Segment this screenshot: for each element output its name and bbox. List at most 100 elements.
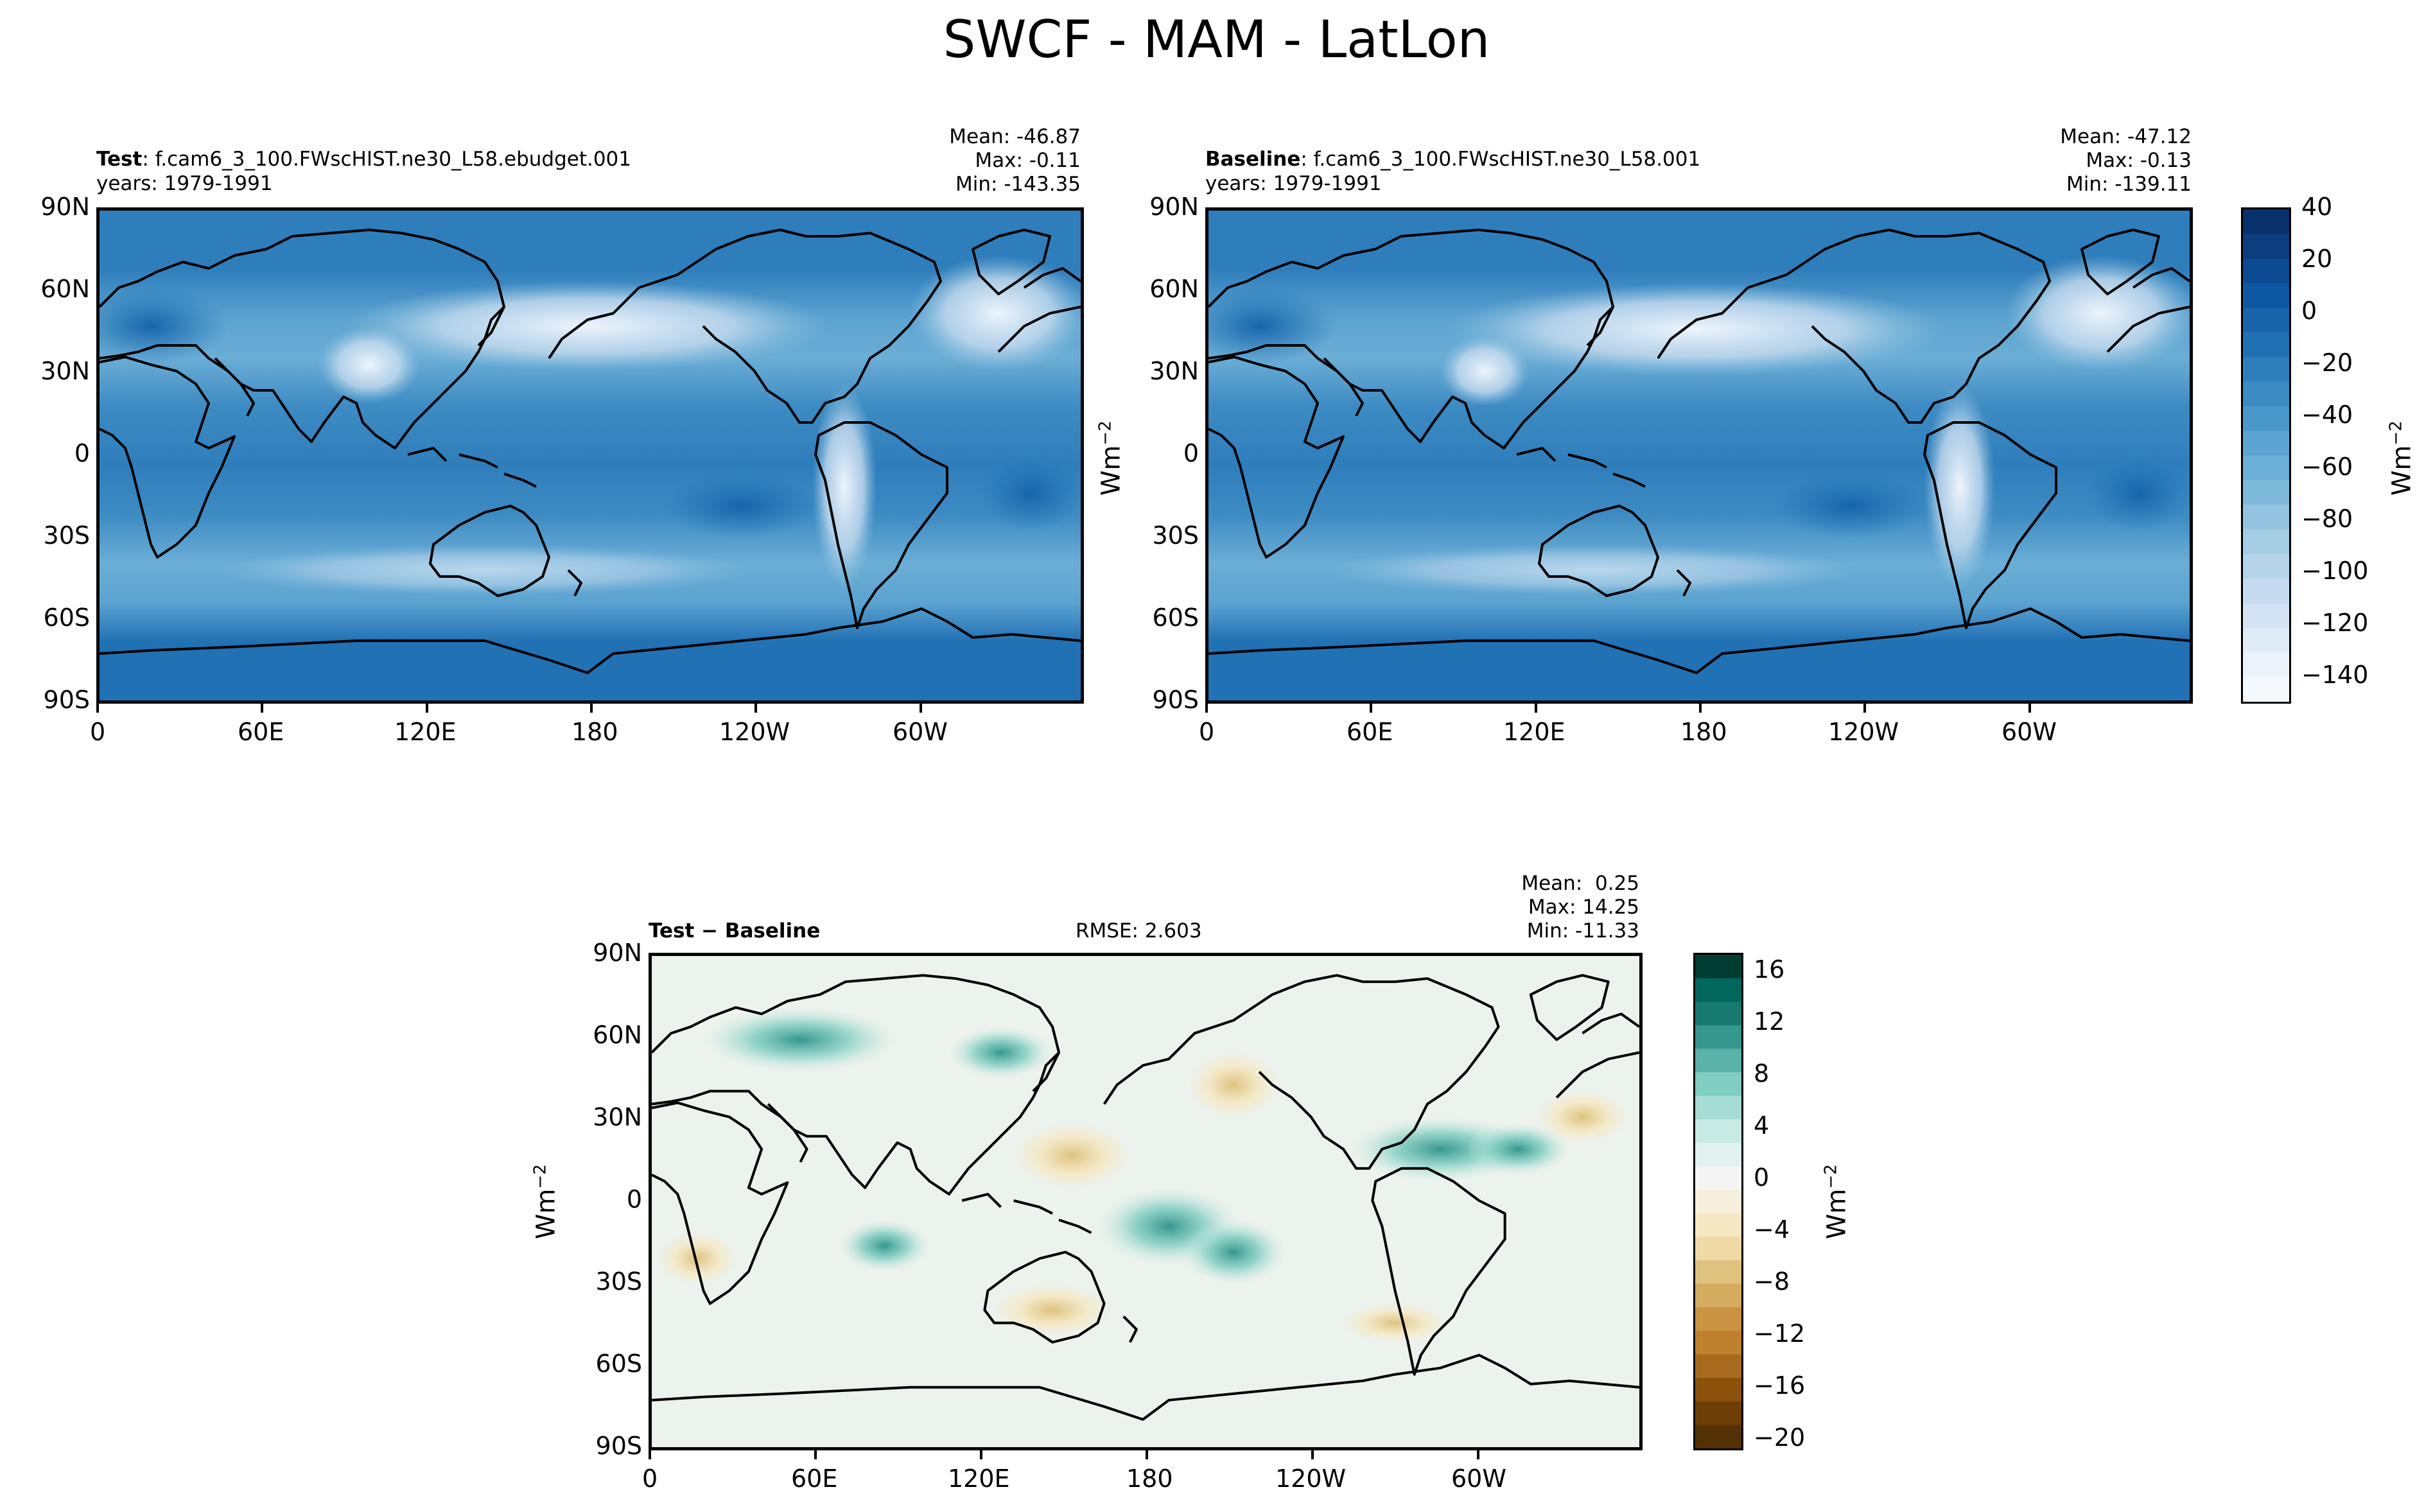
lon-tick-120w: 120W bbox=[1828, 718, 1899, 746]
main-colorbar bbox=[2241, 207, 2291, 704]
lat-tick-30n: 30N bbox=[1149, 357, 1199, 385]
diff-colorbar-swatch bbox=[1695, 1330, 1741, 1355]
diff-colorbar-swatch bbox=[1695, 1260, 1741, 1285]
main-cbar-label-m80: −80 bbox=[2301, 505, 2353, 533]
lat-tick-90n: 90N bbox=[1149, 193, 1199, 221]
diff-colorbar-swatch bbox=[1695, 1072, 1741, 1097]
diff-lat-axis: 90N 60N 30N 0 30S 60S 90S bbox=[591, 939, 642, 1465]
baseline-panel-stats: Mean: -47.12 Max: -0.13 Min: -139.11 bbox=[1933, 125, 2192, 196]
diff-cbar-label-m4: −4 bbox=[1754, 1215, 1790, 1244]
test-panel-name: Test bbox=[96, 148, 143, 171]
baseline-panel-header: Baseline: f.cam6_3_100.FWscHIST.ne30_L58… bbox=[1205, 148, 1700, 171]
lat-tick-60s: 60S bbox=[595, 1350, 642, 1378]
lon-tick-60w: 60W bbox=[1451, 1464, 1506, 1493]
main-colorbar-swatch bbox=[2243, 677, 2289, 702]
diff-cbar-label-16: 16 bbox=[1754, 955, 1785, 984]
lon-tick-60w: 60W bbox=[893, 718, 948, 746]
main-colorbar-swatch bbox=[2243, 258, 2289, 284]
test-map-field bbox=[100, 211, 1081, 700]
lon-tick-60e: 60E bbox=[1347, 718, 1393, 746]
main-colorbar-swatch bbox=[2243, 455, 2289, 481]
baseline-panel-name: Baseline bbox=[1205, 148, 1301, 171]
diff-cbar-label-8: 8 bbox=[1754, 1059, 1770, 1088]
lat-tick-30n: 30N bbox=[40, 357, 90, 385]
lat-tick-60s: 60S bbox=[43, 604, 90, 632]
test-lat-axis: 90N 60N 30N 0 30S 60S 90S bbox=[39, 193, 90, 719]
lat-tick-90s: 90S bbox=[595, 1432, 642, 1460]
lon-tick-120e: 120E bbox=[948, 1464, 1010, 1493]
diff-colorbar-swatch bbox=[1695, 1213, 1741, 1238]
baseline-map-field bbox=[1208, 211, 2190, 700]
baseline-panel-case: : f.cam6_3_100.FWscHIST.ne30_L58.001 bbox=[1300, 148, 1701, 171]
lon-tick-60w: 60W bbox=[2001, 718, 2057, 746]
main-colorbar-swatch bbox=[2243, 578, 2289, 604]
lat-tick-0: 0 bbox=[74, 439, 90, 467]
diff-cbar-label-m12: −12 bbox=[1754, 1319, 1806, 1348]
main-colorbar-swatches bbox=[2243, 209, 2289, 702]
diff-max: Max: 14.25 bbox=[1528, 896, 1639, 919]
diff-cbar-label-4: 4 bbox=[1754, 1111, 1770, 1140]
main-colorbar-swatch bbox=[2243, 406, 2289, 431]
lon-tick-180: 180 bbox=[1126, 1464, 1173, 1493]
lon-tick-120w: 120W bbox=[1275, 1464, 1347, 1493]
main-colorbar-swatch bbox=[2243, 627, 2289, 653]
diff-colorbar-swatches bbox=[1695, 955, 1741, 1448]
test-panel-years: years: 1979-1991 bbox=[96, 172, 273, 195]
main-colorbar-swatch bbox=[2243, 553, 2289, 579]
diff-colorbar-swatch bbox=[1695, 1095, 1741, 1120]
main-colorbar-swatch bbox=[2243, 603, 2289, 629]
main-colorbar-swatch bbox=[2243, 480, 2289, 505]
lat-tick-0: 0 bbox=[1183, 439, 1199, 467]
main-cbar-label-m140: −140 bbox=[2301, 661, 2369, 689]
test-min: Min: -143.35 bbox=[955, 173, 1081, 196]
baseline-lat-axis: 90N 60N 30N 0 30S 60S 90S bbox=[1147, 193, 1199, 719]
diff-panel-stats: Mean: 0.25 Max: 14.25 Min: -11.33 bbox=[1381, 872, 1639, 943]
test-panel-stats: Mean: -46.87 Max: -0.11 Min: -143.35 bbox=[822, 125, 1081, 196]
diff-mean: Mean: 0.25 bbox=[1521, 872, 1639, 895]
diff-colorbar-units: Wm−2 bbox=[1821, 1164, 1852, 1240]
diff-cbar-label-0: 0 bbox=[1754, 1163, 1770, 1192]
diff-colorbar-swatch bbox=[1695, 955, 1741, 979]
main-colorbar-swatch bbox=[2243, 652, 2289, 678]
diff-map-field bbox=[652, 956, 1639, 1447]
lat-tick-0: 0 bbox=[626, 1185, 642, 1213]
diff-panel-header: Test − Baseline bbox=[649, 919, 820, 943]
main-colorbar-swatch bbox=[2243, 381, 2289, 407]
baseline-panel-years: years: 1979-1991 bbox=[1205, 172, 1382, 195]
diff-colorbar-swatch bbox=[1695, 1119, 1741, 1143]
baseline-map bbox=[1205, 207, 2193, 704]
lat-tick-30s: 30S bbox=[43, 521, 90, 550]
test-units-label: Wm−2 bbox=[1095, 421, 1126, 496]
diff-colorbar-swatch bbox=[1695, 1190, 1741, 1214]
diff-colorbar-swatch bbox=[1695, 1425, 1741, 1448]
test-max: Max: -0.11 bbox=[975, 149, 1081, 172]
baseline-max: Max: -0.13 bbox=[2086, 149, 2192, 172]
diff-colorbar-swatch bbox=[1695, 1401, 1741, 1425]
diff-panel-name: Test − Baseline bbox=[649, 919, 821, 943]
main-cbar-label-m20: −20 bbox=[2301, 349, 2353, 377]
lat-tick-60n: 60N bbox=[593, 1021, 642, 1049]
diff-colorbar-swatch bbox=[1695, 1166, 1741, 1190]
diff-colorbar-swatch bbox=[1695, 978, 1741, 1002]
main-cbar-label-40: 40 bbox=[2301, 193, 2333, 221]
lat-tick-90n: 90N bbox=[40, 193, 90, 221]
lon-tick-120e: 120E bbox=[1503, 718, 1565, 746]
main-colorbar-swatch bbox=[2243, 209, 2289, 234]
figure-title: SWCF - MAM - LatLon bbox=[943, 10, 1490, 69]
diff-colorbar-swatch bbox=[1695, 1307, 1741, 1332]
main-cbar-label-m120: −120 bbox=[2301, 609, 2369, 637]
main-colorbar-swatch bbox=[2243, 332, 2289, 358]
baseline-mean: Mean: -47.12 bbox=[2060, 125, 2192, 148]
diff-panel-rmse: RMSE: 2.603 bbox=[1076, 919, 1202, 943]
main-cbar-label-m40: −40 bbox=[2301, 401, 2353, 429]
main-cbar-label-0: 0 bbox=[2301, 297, 2317, 325]
diff-colorbar-swatch bbox=[1695, 1025, 1741, 1050]
diff-cbar-label-m20: −20 bbox=[1754, 1423, 1806, 1452]
lon-tick-180: 180 bbox=[1680, 718, 1727, 746]
main-cbar-label-20: 20 bbox=[2301, 245, 2333, 273]
diff-cbar-label-m16: −16 bbox=[1754, 1371, 1806, 1400]
diff-colorbar-swatch bbox=[1695, 1354, 1741, 1378]
lon-tick-120e: 120E bbox=[394, 718, 457, 746]
diff-colorbar-swatch bbox=[1695, 1142, 1741, 1167]
main-cbar-label-m60: −60 bbox=[2301, 453, 2353, 481]
